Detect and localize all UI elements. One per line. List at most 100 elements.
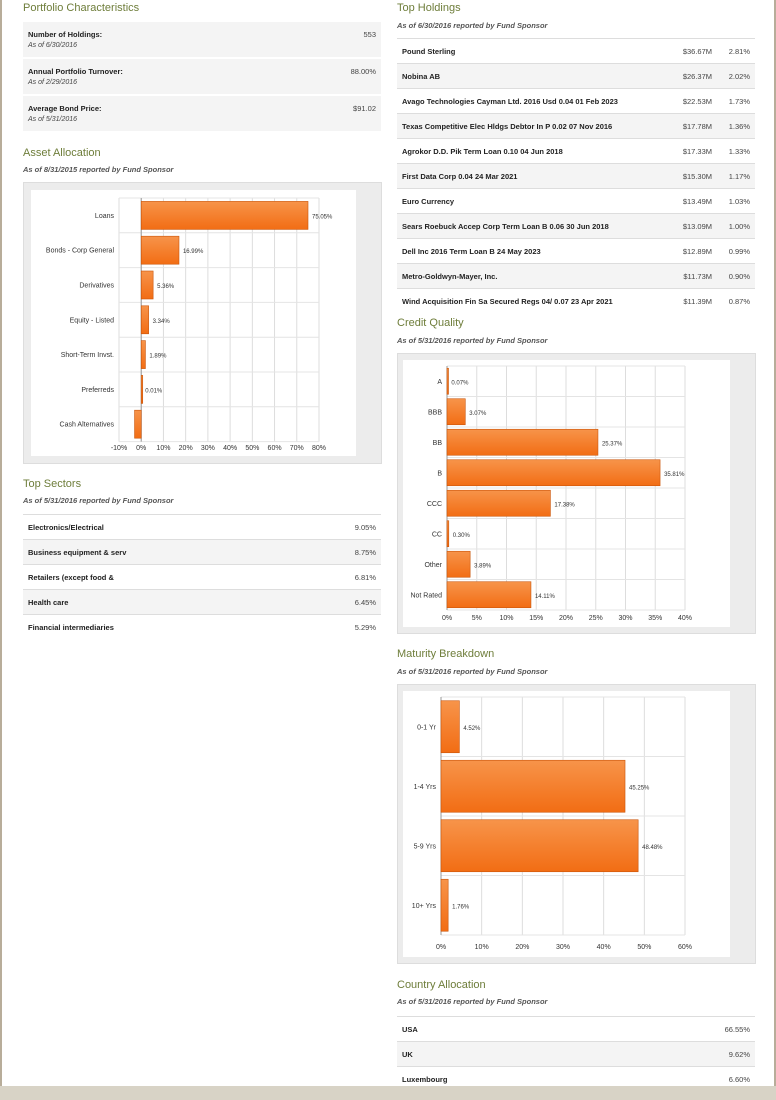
holding-amount: $26.37M	[682, 72, 712, 81]
data-label: 0.07%	[451, 380, 469, 386]
sector-row: Financial intermediaries 5.29%	[23, 615, 381, 639]
maturity-breakdown-chart-box: 0% 10% 20% 30% 40% 50% 60% 0-1 Yr 4.52% 1-4 Yrs 45…	[397, 684, 756, 964]
data-label: 35.81%	[664, 472, 685, 478]
x-tick-label: 30%	[556, 944, 570, 951]
left-frame-border	[0, 0, 2, 1086]
data-label: 4.52%	[463, 726, 481, 732]
x-tick-label: 15%	[529, 615, 543, 622]
holding-row: Pound Sterling $36.67M 2.81%	[397, 39, 755, 64]
data-label: 1.76%	[452, 904, 470, 910]
x-tick-label: 40%	[597, 944, 611, 951]
x-tick-label: 60%	[678, 944, 692, 951]
bar	[446, 459, 661, 487]
holding-name: First Data Corp 0.04 24 Mar 2021	[402, 172, 518, 181]
x-tick-label: 10%	[499, 615, 513, 622]
characteristic-value: 553	[363, 30, 376, 39]
maturity-breakdown-chart: 0% 10% 20% 30% 40% 50% 60% 0-1 Yr 4.52% 1-4 Yrs 45…	[412, 696, 692, 951]
bar	[140, 235, 180, 265]
characteristic-label: Average Bond Price:	[28, 104, 102, 113]
sector-row: Health care 6.45%	[23, 590, 381, 615]
category-label: B	[437, 470, 442, 477]
holding-percent: 0.87%	[728, 297, 750, 306]
data-label: 25.37%	[602, 441, 623, 447]
portfolio-characteristics-title: Portfolio Characteristics	[23, 2, 140, 14]
asset-allocation-chart-box: -10% 0% 10% 20% 30% 40% 50% 60% 70% 80% Loans 75.05…	[23, 182, 382, 464]
holding-row: Agrokor D.D. Pik Term Loan 0.10 04 Jun 2…	[397, 139, 755, 164]
sector-value: 9.05%	[354, 523, 376, 532]
data-label: 5.36%	[157, 284, 175, 290]
category-label: Cash Alternatives	[60, 422, 115, 429]
x-tick-label: -10%	[111, 445, 127, 452]
x-tick-label: 60%	[268, 445, 282, 452]
holding-percent: 0.90%	[728, 272, 750, 281]
category-label: CCC	[427, 501, 442, 508]
category-label: 10+ Yrs	[412, 903, 437, 910]
bar	[446, 398, 466, 426]
credit-quality-subtitle: As of 5/31/2016 reported by Fund Sponsor	[397, 336, 548, 345]
sector-value: 5.29%	[354, 623, 376, 632]
category-label: Derivatives	[79, 283, 114, 290]
holding-percent: 2.02%	[728, 72, 750, 81]
bar	[446, 520, 450, 548]
country-name: Luxembourg	[402, 1075, 448, 1084]
bar	[440, 700, 460, 754]
category-label: Loans	[95, 213, 115, 220]
country-value: 6.60%	[728, 1075, 750, 1084]
bar	[440, 819, 639, 873]
holding-percent: 2.81%	[728, 47, 750, 56]
characteristic-row: Number of Holdings: As of 6/30/2016 553	[23, 22, 381, 59]
x-tick-label: 40%	[223, 445, 237, 452]
sector-name: Health care	[28, 598, 69, 607]
category-label: Not Rated	[410, 592, 442, 599]
holding-row: Texas Competitive Elec Hldgs Debtor In P…	[397, 114, 755, 139]
bar	[446, 367, 449, 395]
data-label: 3.34%	[153, 319, 171, 325]
bottom-scrollbar-area[interactable]	[0, 1086, 776, 1100]
category-label: BB	[433, 440, 443, 447]
sector-name: Retailers (except food &	[28, 573, 114, 582]
category-label: Equity - Listed	[70, 317, 114, 324]
characteristic-value: $91.02	[353, 104, 376, 113]
holding-row: Wind Acquisition Fin Sa Secured Regs 04/…	[397, 289, 755, 313]
country-row: UK 9.62%	[397, 1042, 755, 1067]
sector-name: Business equipment & serv	[28, 548, 127, 557]
data-label: 0.30%	[453, 533, 471, 539]
sector-row: Business equipment & serv 8.75%	[23, 540, 381, 565]
bar	[446, 428, 599, 456]
bar	[440, 878, 449, 932]
holding-percent: 1.33%	[728, 147, 750, 156]
x-tick-label: 30%	[618, 615, 632, 622]
characteristic-label: Number of Holdings:	[28, 30, 103, 39]
holding-name: Sears Roebuck Accep Corp Term Loan B 0.0…	[402, 222, 609, 231]
holding-amount: $17.78M	[682, 122, 712, 131]
top-sectors-title: Top Sectors	[23, 478, 82, 490]
x-tick-label: 30%	[201, 445, 215, 452]
data-label: 16.99%	[183, 249, 204, 255]
category-label: Preferreds	[81, 387, 114, 394]
asset-allocation-chart: -10% 0% 10% 20% 30% 40% 50% 60% 70% 80% Loans 75.05…	[46, 197, 333, 452]
holding-amount: $36.67M	[682, 47, 712, 56]
x-tick-label: 20%	[559, 615, 573, 622]
credit-quality-chart: 0% 5% 10% 15% 20% 25% 30% 35% 40%A 0.07%BBB 3.07%B…	[410, 365, 692, 622]
data-label: 17.38%	[554, 502, 575, 508]
holding-amount: $12.89M	[682, 247, 712, 256]
data-label: 48.48%	[642, 845, 663, 851]
bar	[140, 305, 149, 335]
data-label: 14.11%	[535, 594, 556, 600]
category-label: 1-4 Yrs	[414, 784, 437, 791]
asset-allocation-subtitle: As of 8/31/2015 reported by Fund Sponsor	[23, 165, 174, 174]
sector-name: Financial intermediaries	[28, 623, 114, 632]
right-frame-border	[774, 0, 776, 1086]
bar	[440, 759, 626, 813]
holding-name: Metro-Goldwyn-Mayer, Inc.	[402, 272, 498, 281]
country-value: 66.55%	[724, 1025, 750, 1034]
x-tick-label: 20%	[515, 944, 529, 951]
holding-name: Wind Acquisition Fin Sa Secured Regs 04/…	[402, 297, 613, 306]
x-tick-label: 0%	[442, 615, 452, 622]
holding-row: Metro-Goldwyn-Mayer, Inc. $11.73M 0.90%	[397, 264, 755, 289]
category-label: 0-1 Yr	[417, 724, 437, 731]
x-tick-label: 35%	[648, 615, 662, 622]
holding-percent: 1.17%	[728, 172, 750, 181]
credit-quality-chart-box: 0% 5% 10% 15% 20% 25% 30% 35% 40% A 0.07% BBB 3.07% B…	[397, 353, 756, 634]
bar	[140, 270, 154, 300]
